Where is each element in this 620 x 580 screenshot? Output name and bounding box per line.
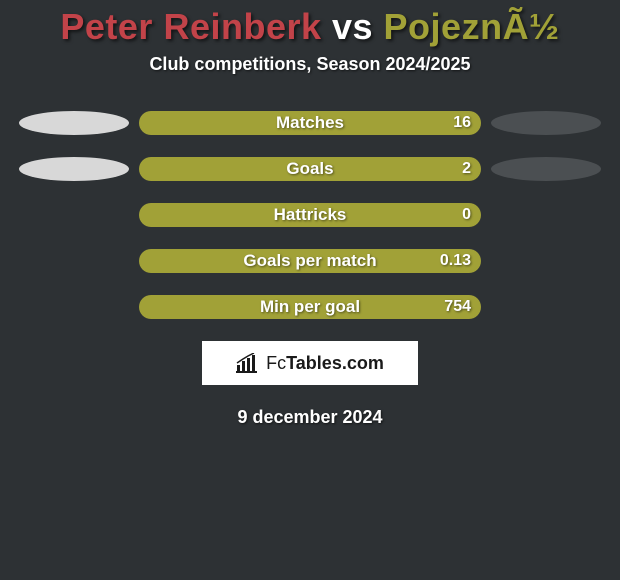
brand-logo: FcTables.com	[202, 341, 418, 385]
stat-row: Goals per match 0.13	[0, 249, 620, 273]
subtitle: Club competitions, Season 2024/2025	[0, 54, 620, 75]
oval-spacer	[19, 249, 129, 273]
stat-value: 16	[453, 114, 471, 132]
title-player2: PojeznÃ½	[384, 6, 560, 47]
stat-row: Hattricks 0	[0, 203, 620, 227]
oval-spacer	[491, 295, 601, 319]
comparison-infographic: Peter Reinberk vs PojeznÃ½ Club competit…	[0, 0, 620, 428]
stat-bar: Min per goal 754	[139, 295, 481, 319]
player2-oval	[491, 157, 601, 181]
stat-value: 0	[462, 206, 471, 224]
player1-oval	[19, 157, 129, 181]
page-title: Peter Reinberk vs PojeznÃ½	[0, 6, 620, 48]
brand-text: FcTables.com	[266, 353, 384, 374]
stat-value: 754	[444, 298, 471, 316]
brand-suffix: Tables.com	[286, 353, 384, 373]
stat-row: Goals 2	[0, 157, 620, 181]
stat-bar: Hattricks 0	[139, 203, 481, 227]
stat-value: 2	[462, 160, 471, 178]
stat-value: 0.13	[440, 252, 471, 270]
oval-spacer	[491, 249, 601, 273]
stat-row: Min per goal 754	[0, 295, 620, 319]
title-player1: Peter Reinberk	[60, 6, 321, 47]
player2-oval	[491, 111, 601, 135]
player1-oval	[19, 111, 129, 135]
stat-bar: Goals 2	[139, 157, 481, 181]
stat-bar: Matches 16	[139, 111, 481, 135]
stat-label: Matches	[276, 113, 344, 133]
stat-label: Hattricks	[274, 205, 347, 225]
bar-chart-icon	[236, 353, 260, 373]
oval-spacer	[19, 203, 129, 227]
stat-label: Goals per match	[243, 251, 376, 271]
stats-rows: Matches 16 Goals 2 Hattricks 0 Goals per match…	[0, 111, 620, 319]
stat-label: Goals	[286, 159, 333, 179]
brand-prefix: Fc	[266, 353, 286, 373]
date-label: 9 december 2024	[0, 407, 620, 428]
title-vs: vs	[322, 6, 384, 47]
stat-row: Matches 16	[0, 111, 620, 135]
stat-label: Min per goal	[260, 297, 360, 317]
oval-spacer	[19, 295, 129, 319]
stat-bar: Goals per match 0.13	[139, 249, 481, 273]
oval-spacer	[491, 203, 601, 227]
